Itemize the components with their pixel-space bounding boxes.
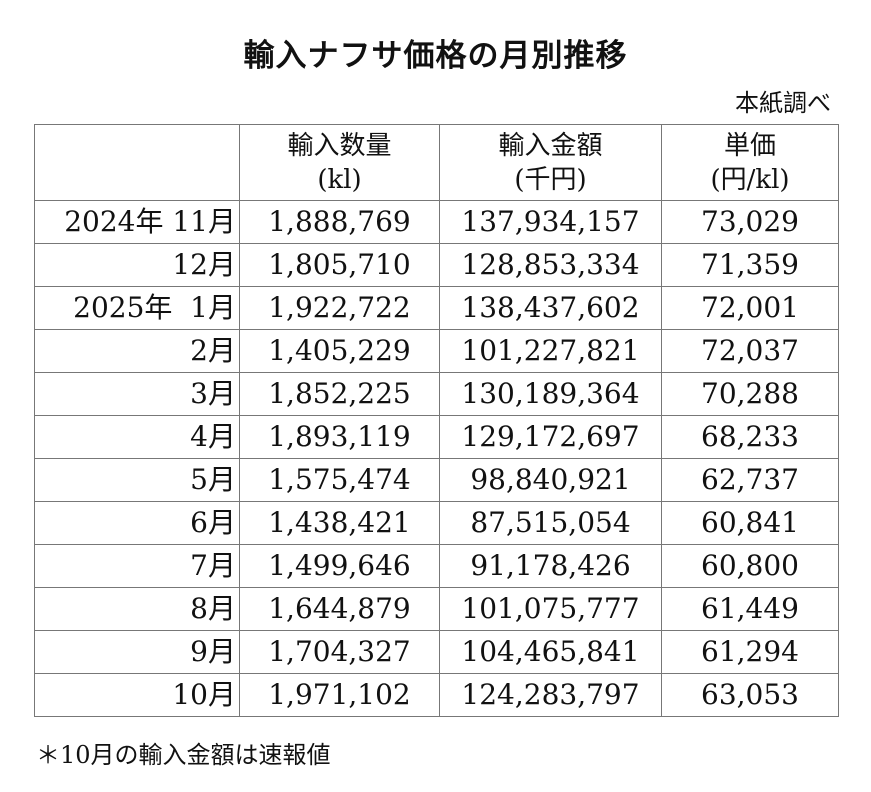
cell-unit-price: 72,037 <box>661 329 839 373</box>
table-row: 9月 1,704,327 104,465,841 61,294 <box>34 630 839 674</box>
cell-period: 7月 <box>34 544 240 588</box>
table-row: 2024年 11月 1,888,769 137,934,157 73,029 <box>34 200 839 244</box>
cell-volume: 1,644,879 <box>239 587 440 631</box>
table-row: 4月 1,893,119 129,172,697 68,233 <box>34 415 839 459</box>
cell-unit-price: 61,449 <box>661 587 839 631</box>
cell-volume: 1,971,102 <box>239 673 440 717</box>
source-label: 本紙調べ <box>735 89 831 117</box>
cell-amount: 98,840,921 <box>439 458 662 502</box>
cell-period: 3月 <box>34 372 240 416</box>
table-row: 5月 1,575,474 98,840,921 62,737 <box>34 458 839 502</box>
cell-unit-price: 70,288 <box>661 372 839 416</box>
table-row: 6月 1,438,421 87,515,054 60,841 <box>34 501 839 545</box>
header-unit-price: 単価 (円/kl) <box>661 124 839 201</box>
cell-volume: 1,888,769 <box>239 200 440 244</box>
cell-amount: 101,075,777 <box>439 587 662 631</box>
footnote: ＊10月の輸入金額は速報値 <box>36 741 331 769</box>
cell-period: 5月 <box>34 458 240 502</box>
table-row: 3月 1,852,225 130,189,364 70,288 <box>34 372 839 416</box>
cell-amount: 87,515,054 <box>439 501 662 545</box>
table-row: 2025年 1月 1,922,722 138,437,602 72,001 <box>34 286 839 330</box>
cell-period: 2月 <box>34 329 240 373</box>
cell-volume: 1,575,474 <box>239 458 440 502</box>
cell-volume: 1,405,229 <box>239 329 440 373</box>
header-row: 輸入数量 (kl) 輸入金額 (千円) 単価 (円/kl) <box>34 124 839 201</box>
cell-volume: 1,922,722 <box>239 286 440 330</box>
cell-period: 2025年 1月 <box>34 286 240 330</box>
table-row: 12月 1,805,710 128,853,334 71,359 <box>34 243 839 287</box>
cell-period: 6月 <box>34 501 240 545</box>
table-row: 8月 1,644,879 101,075,777 61,449 <box>34 587 839 631</box>
header-amount: 輸入金額 (千円) <box>439 124 662 201</box>
cell-unit-price: 62,737 <box>661 458 839 502</box>
header-amount-unit: (千円) <box>514 164 587 195</box>
cell-period: 9月 <box>34 630 240 674</box>
cell-amount: 101,227,821 <box>439 329 662 373</box>
cell-amount: 104,465,841 <box>439 630 662 674</box>
cell-unit-price: 73,029 <box>661 200 839 244</box>
cell-unit-price: 71,359 <box>661 243 839 287</box>
cell-period: 8月 <box>34 587 240 631</box>
cell-amount: 137,934,157 <box>439 200 662 244</box>
cell-volume: 1,704,327 <box>239 630 440 674</box>
header-period <box>34 124 240 201</box>
cell-volume: 1,805,710 <box>239 243 440 287</box>
table-row: 7月 1,499,646 91,178,426 60,800 <box>34 544 839 588</box>
table-row: 10月 1,971,102 124,283,797 63,053 <box>34 673 839 717</box>
header-volume-label: 輸入数量 <box>287 130 392 161</box>
cell-unit-price: 68,233 <box>661 415 839 459</box>
header-unit-price-unit: (円/kl) <box>710 164 790 195</box>
cell-unit-price: 61,294 <box>661 630 839 674</box>
cell-amount: 91,178,426 <box>439 544 662 588</box>
cell-volume: 1,852,225 <box>239 372 440 416</box>
naphtha-price-table: 輸入数量 (kl) 輸入金額 (千円) 単価 (円/kl) 2024年 11月 1… <box>34 124 839 717</box>
cell-unit-price: 63,053 <box>661 673 839 717</box>
cell-unit-price: 60,841 <box>661 501 839 545</box>
cell-amount: 124,283,797 <box>439 673 662 717</box>
cell-period: 4月 <box>34 415 240 459</box>
cell-amount: 130,189,364 <box>439 372 662 416</box>
cell-period: 10月 <box>34 673 240 717</box>
header-amount-label: 輸入金額 <box>498 130 603 161</box>
cell-period: 2024年 11月 <box>34 200 240 244</box>
cell-volume: 1,499,646 <box>239 544 440 588</box>
cell-unit-price: 72,001 <box>661 286 839 330</box>
cell-volume: 1,893,119 <box>239 415 440 459</box>
header-volume-unit: (kl) <box>317 164 362 195</box>
header-volume: 輸入数量 (kl) <box>239 124 440 201</box>
cell-amount: 128,853,334 <box>439 243 662 287</box>
cell-unit-price: 60,800 <box>661 544 839 588</box>
cell-period: 12月 <box>34 243 240 287</box>
header-unit-price-label: 単価 <box>723 130 776 161</box>
cell-amount: 129,172,697 <box>439 415 662 459</box>
cell-amount: 138,437,602 <box>439 286 662 330</box>
cell-volume: 1,438,421 <box>239 501 440 545</box>
table-row: 2月 1,405,229 101,227,821 72,037 <box>34 329 839 373</box>
page-title: 輸入ナフサ価格の月別推移 <box>243 38 628 74</box>
